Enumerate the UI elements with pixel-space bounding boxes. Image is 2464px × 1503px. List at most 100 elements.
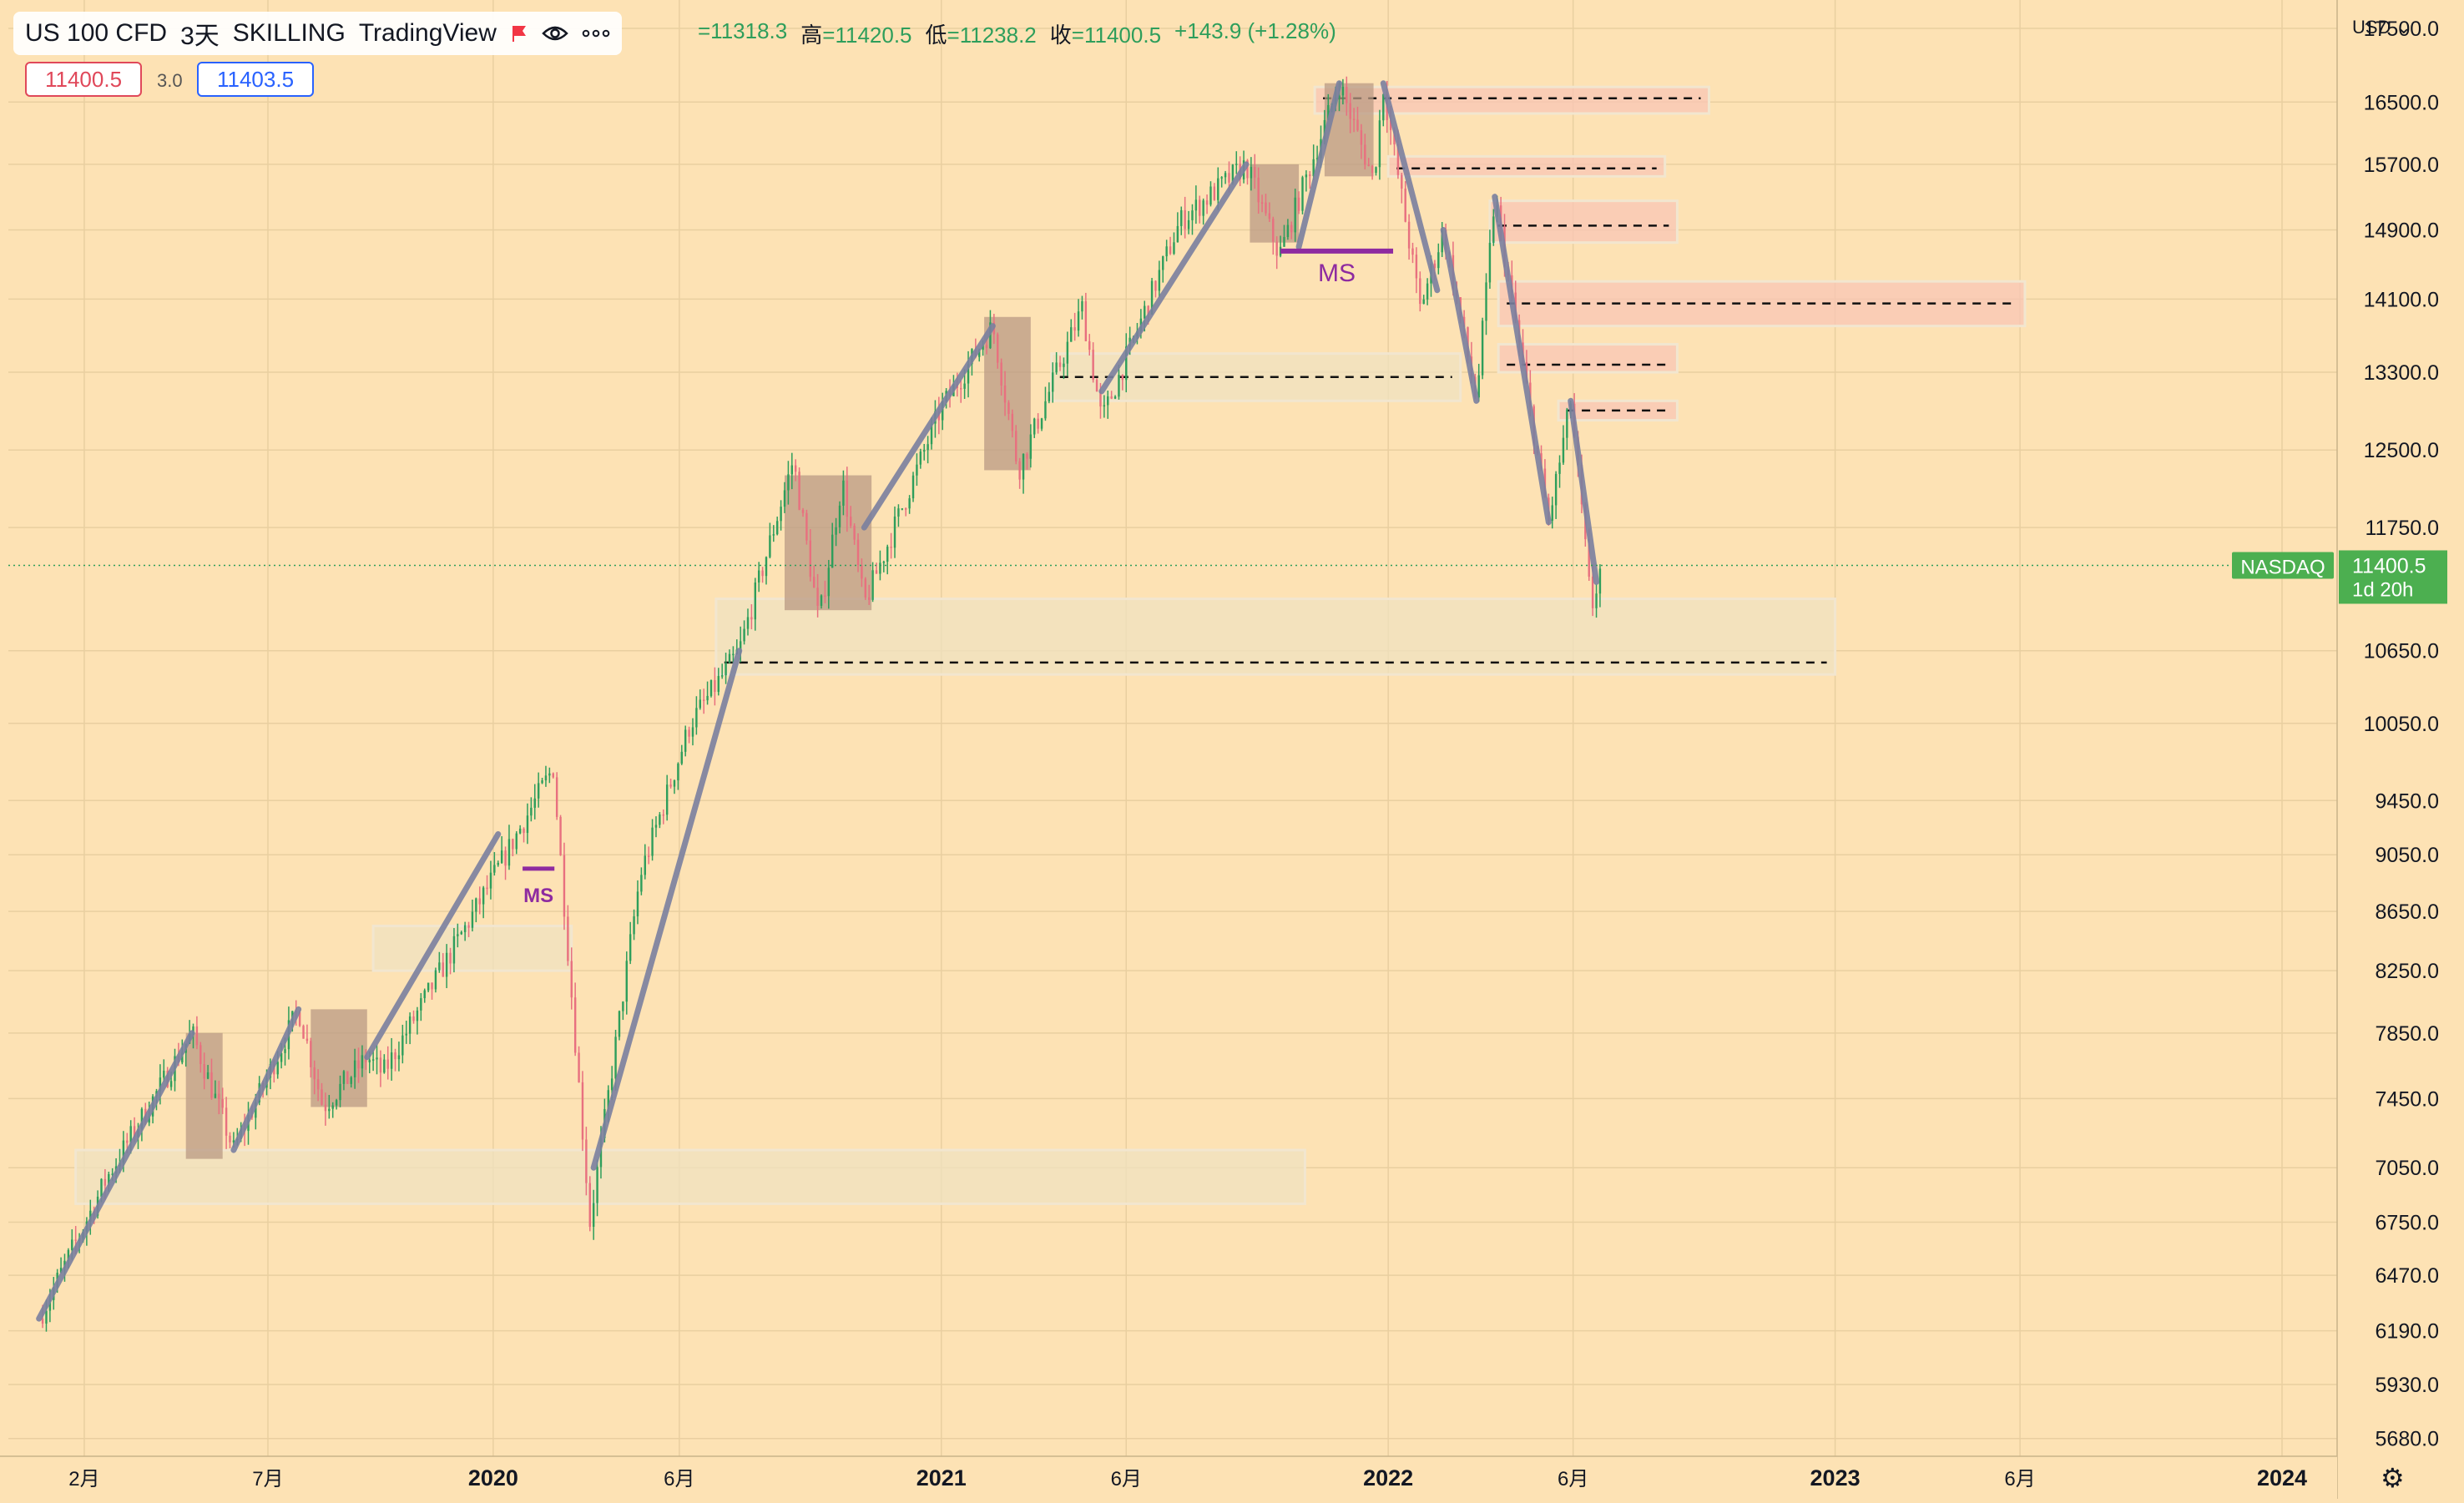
candle-body (504, 850, 507, 866)
candle-body (1158, 270, 1161, 291)
x-tick-label: 6月 (1111, 1468, 1142, 1490)
trendline[interactable] (230, 1006, 302, 1153)
candle-body (100, 1178, 103, 1197)
x-tick-label: 2024 (2257, 1465, 2307, 1490)
candle-body (397, 1055, 401, 1060)
candle-body (1254, 167, 1256, 178)
candle-body (982, 345, 984, 351)
trendline[interactable] (1098, 161, 1250, 395)
candle-body (408, 1016, 412, 1034)
flag-icon[interactable] (510, 24, 528, 43)
candle-body (757, 570, 760, 583)
candle-body (500, 850, 503, 863)
candle-body (629, 934, 632, 961)
candle-body (684, 729, 687, 752)
spread-value: 3.0 (157, 70, 183, 91)
candle-body (908, 498, 911, 509)
candle-body (967, 364, 970, 384)
candle-body (838, 505, 841, 527)
candle-body (662, 814, 664, 816)
candle-body (1290, 224, 1293, 233)
buy-button[interactable]: 11403.5 (197, 62, 314, 97)
candle-body (548, 773, 551, 776)
candle-body (923, 450, 926, 452)
candle-body (1562, 437, 1565, 463)
candle-body (1554, 473, 1558, 506)
candle-body (1598, 568, 1602, 594)
trendline[interactable] (1380, 80, 1441, 294)
candle-body (1401, 174, 1403, 189)
supply-zone (1488, 199, 1679, 245)
candle-body (614, 1036, 617, 1079)
candle-body (1162, 256, 1164, 270)
candle-body (1411, 248, 1414, 255)
settings-gear-icon[interactable]: ⚙ (2381, 1463, 2405, 1493)
candle-body (640, 875, 643, 892)
candle-body (541, 780, 543, 784)
candle-body (507, 839, 511, 866)
trendline[interactable] (861, 323, 996, 531)
candle-body (875, 570, 878, 574)
trendline[interactable] (364, 831, 502, 1061)
candle-body (526, 815, 529, 834)
candle-body (864, 578, 867, 598)
trendline[interactable] (1492, 194, 1552, 526)
candle-body (769, 535, 771, 557)
candle-body (1107, 396, 1109, 406)
y-tick-label: 6190.0 (2376, 1320, 2439, 1344)
symbol-name[interactable]: US 100 CFD (25, 19, 168, 47)
candle-body (537, 783, 540, 799)
candle-body (1382, 94, 1385, 121)
candle-body (111, 1173, 114, 1175)
price-axis[interactable] (2337, 0, 2464, 1499)
trendline[interactable] (1440, 226, 1480, 404)
candle-body (353, 1060, 356, 1077)
candle-body (1352, 119, 1356, 121)
candle-body (886, 547, 889, 562)
trendline[interactable] (590, 648, 743, 1171)
x-tick-label: 6月 (1558, 1468, 1588, 1490)
trendline[interactable] (1295, 80, 1342, 250)
candle-body (827, 567, 831, 597)
currency-label[interactable]: USD (2352, 17, 2391, 38)
time-axis[interactable] (0, 1456, 2337, 1499)
candle-body (1419, 278, 1421, 305)
candle-body (1367, 164, 1370, 166)
sell-button[interactable]: 11400.5 (25, 62, 142, 97)
y-tick-label: 16500.0 (2364, 91, 2439, 114)
candle-body (559, 816, 562, 855)
symbol-header[interactable]: US 100 CFD 3天 SKILLING TradingView (13, 12, 622, 55)
candle-body (1088, 340, 1091, 351)
candle-body (765, 557, 768, 577)
candle-body (592, 1203, 595, 1228)
candle-body (1360, 130, 1363, 145)
high-value: =11420.5 (822, 23, 912, 48)
more-options-icon[interactable] (582, 29, 610, 38)
candle-body (445, 952, 448, 977)
ms-label: MS (523, 885, 553, 907)
low-label: 低 (925, 23, 947, 48)
trendline[interactable] (1568, 397, 1600, 585)
candle-body (493, 865, 496, 873)
candle-body (1003, 385, 1007, 403)
interval-label[interactable]: 3天 (180, 23, 220, 50)
candle-body (460, 931, 462, 935)
x-tick-label: 2月 (68, 1468, 99, 1490)
candle-body (659, 814, 661, 825)
candle-body (1063, 363, 1065, 367)
currency-selector[interactable]: USD ⌄ (2352, 17, 2411, 38)
y-tick-label: 7850.0 (2376, 1022, 2439, 1046)
candle-body (133, 1126, 136, 1137)
y-tick-label: 13300.0 (2364, 361, 2439, 385)
candle-body (618, 1011, 621, 1037)
candle-body (310, 1041, 312, 1067)
trendline[interactable] (36, 1030, 195, 1322)
candle-body (1272, 219, 1275, 242)
candle-body (963, 383, 966, 389)
candle-body (1084, 300, 1088, 341)
candle-body (673, 780, 676, 787)
candle-body (148, 1116, 150, 1123)
eye-icon[interactable] (542, 24, 568, 43)
